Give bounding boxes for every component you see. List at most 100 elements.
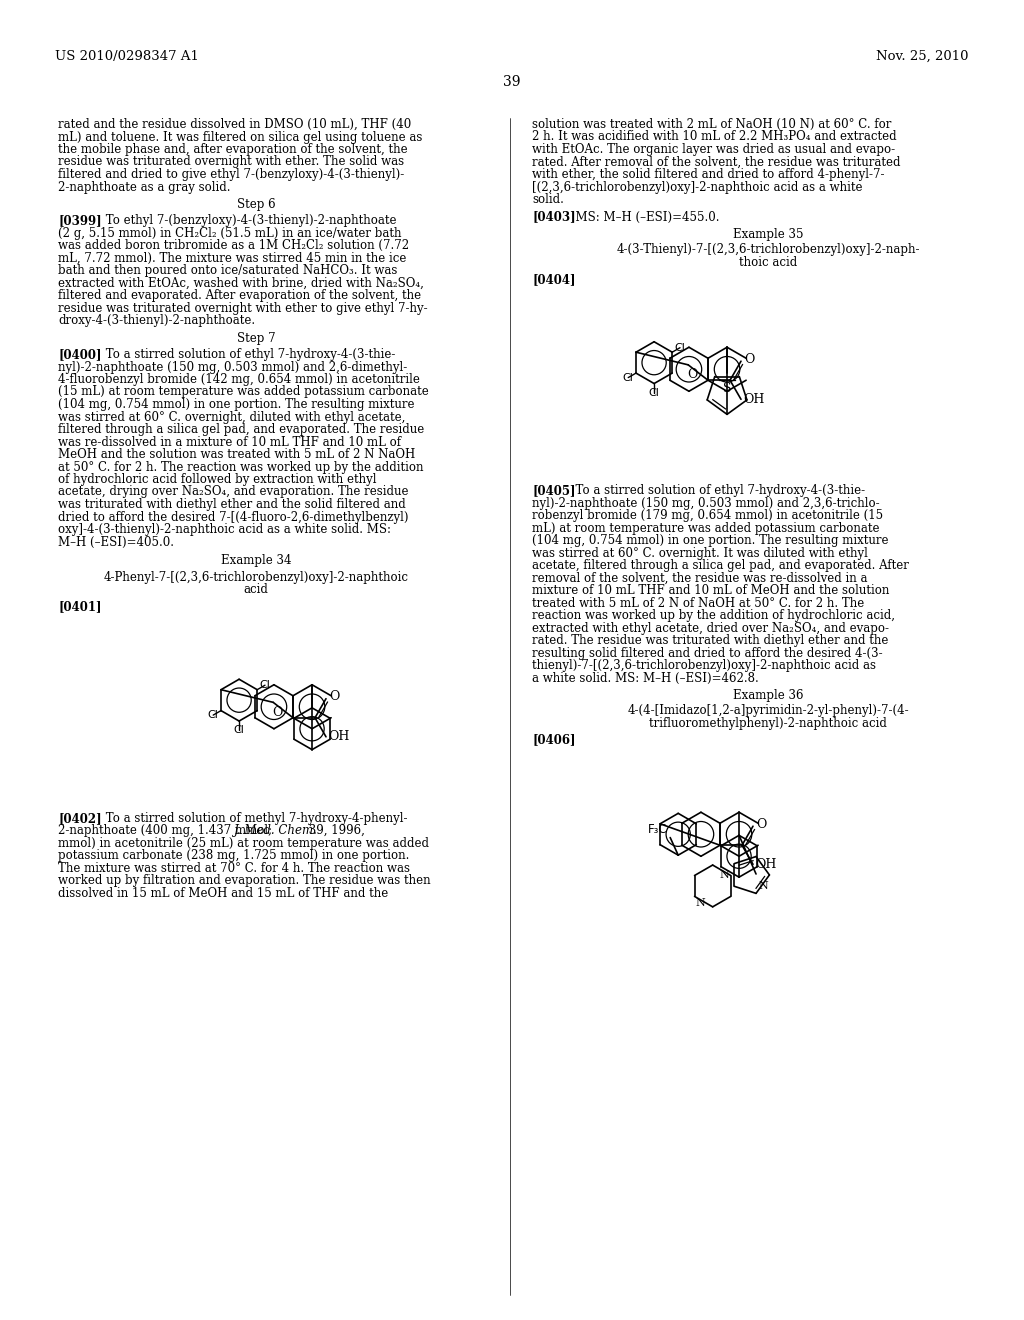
Text: dissolved in 15 mL of MeOH and 15 mL of THF and the: dissolved in 15 mL of MeOH and 15 mL of …: [58, 887, 388, 900]
Text: mmol) in acetonitrile (25 mL) at room temperature was added: mmol) in acetonitrile (25 mL) at room te…: [58, 837, 429, 850]
Text: potassium carbonate (238 mg, 1.725 mmol) in one portion.: potassium carbonate (238 mg, 1.725 mmol)…: [58, 849, 410, 862]
Text: To ethyl 7-(benzyloxy)-4-(3-thienyl)-2-naphthoate: To ethyl 7-(benzyloxy)-4-(3-thienyl)-2-n…: [94, 214, 396, 227]
Text: was triturated with diethyl ether and the solid filtered and: was triturated with diethyl ether and th…: [58, 498, 406, 511]
Text: 4-(4-[Imidazo[1,2-a]pyrimidin-2-yl-phenyl)-7-(4-: 4-(4-[Imidazo[1,2-a]pyrimidin-2-yl-pheny…: [627, 705, 909, 717]
Text: filtered and dried to give ethyl 7-(benzyloxy)-4-(3-thienyl)-: filtered and dried to give ethyl 7-(benz…: [58, 168, 404, 181]
Text: worked up by filtration and evaporation. The residue was then: worked up by filtration and evaporation.…: [58, 874, 431, 887]
Text: O: O: [744, 352, 755, 366]
Text: [0402]: [0402]: [58, 812, 101, 825]
Text: acetate, filtered through a silica gel pad, and evaporated. After: acetate, filtered through a silica gel p…: [532, 560, 909, 573]
Text: O: O: [687, 368, 697, 381]
Text: robenzyl bromide (179 mg, 0.654 mmol) in acetonitrile (15: robenzyl bromide (179 mg, 0.654 mmol) in…: [532, 510, 883, 523]
Text: rated. After removal of the solvent, the residue was triturated: rated. After removal of the solvent, the…: [532, 156, 900, 169]
Text: Step 7: Step 7: [237, 331, 275, 345]
Text: OH: OH: [743, 393, 764, 405]
Text: Nov. 25, 2010: Nov. 25, 2010: [877, 50, 969, 63]
Text: acid: acid: [244, 583, 268, 597]
Text: Cl: Cl: [623, 372, 634, 383]
Text: 39: 39: [503, 75, 521, 88]
Text: rated. The residue was triturated with diethyl ether and the: rated. The residue was triturated with d…: [532, 634, 889, 647]
Text: was stirred at 60° C. overnight. It was diluted with ethyl: was stirred at 60° C. overnight. It was …: [532, 546, 868, 560]
Text: Example 36: Example 36: [733, 689, 803, 702]
Text: trifluoromethylphenyl)-2-naphthoic acid: trifluoromethylphenyl)-2-naphthoic acid: [649, 717, 887, 730]
Text: [0399]: [0399]: [58, 214, 101, 227]
Text: To a stirred solution of ethyl 7-hydroxy-4-(3-thie-: To a stirred solution of ethyl 7-hydroxy…: [568, 484, 865, 498]
Text: N: N: [758, 882, 768, 891]
Text: [0404]: [0404]: [532, 273, 575, 286]
Text: solid.: solid.: [532, 193, 564, 206]
Text: residue was triturated overnight with ether to give ethyl 7-hy-: residue was triturated overnight with et…: [58, 302, 428, 314]
Text: US 2010/0298347 A1: US 2010/0298347 A1: [55, 50, 199, 63]
Text: (104 mg, 0.754 mmol) in one portion. The resulting mixture: (104 mg, 0.754 mmol) in one portion. The…: [532, 535, 889, 548]
Text: removal of the solvent, the residue was re-dissolved in a: removal of the solvent, the residue was …: [532, 572, 867, 585]
Text: OH: OH: [328, 730, 349, 743]
Text: acetate, drying over Na₂SO₄, and evaporation. The residue: acetate, drying over Na₂SO₄, and evapora…: [58, 486, 409, 499]
Text: nyl)-2-naphthoate (150 mg, 0.503 mmol) and 2,3,6-trichlo-: nyl)-2-naphthoate (150 mg, 0.503 mmol) a…: [532, 496, 880, 510]
Text: 4-Phenyl-7-[(2,3,6-trichlorobenzyl)oxy]-2-naphthoic: 4-Phenyl-7-[(2,3,6-trichlorobenzyl)oxy]-…: [103, 570, 409, 583]
Text: with EtOAc. The organic layer was dried as usual and evapo-: with EtOAc. The organic layer was dried …: [532, 143, 895, 156]
Text: 2-naphthoate as a gray solid.: 2-naphthoate as a gray solid.: [58, 181, 230, 194]
Text: F₃C: F₃C: [647, 822, 668, 836]
Text: Step 6: Step 6: [237, 198, 275, 211]
Text: [0401]: [0401]: [58, 601, 101, 614]
Text: J. Med. Chem.: J. Med. Chem.: [234, 824, 317, 837]
Text: rated and the residue dissolved in DMSO (10 mL), THF (40: rated and the residue dissolved in DMSO …: [58, 117, 412, 131]
Text: Cl: Cl: [648, 388, 659, 397]
Text: was added boron tribromide as a 1M CH₂Cl₂ solution (7.72: was added boron tribromide as a 1M CH₂Cl…: [58, 239, 410, 252]
Text: oxy]-4-(3-thienyl)-2-naphthoic acid as a white solid. MS:: oxy]-4-(3-thienyl)-2-naphthoic acid as a…: [58, 523, 391, 536]
Text: extracted with ethyl acetate, dried over Na₂SO₄, and evapo-: extracted with ethyl acetate, dried over…: [532, 622, 889, 635]
Text: extracted with EtOAc, washed with brine, dried with Na₂SO₄,: extracted with EtOAc, washed with brine,…: [58, 277, 424, 290]
Text: Cl: Cl: [208, 710, 219, 721]
Text: solution was treated with 2 mL of NaOH (10 N) at 60° C. for: solution was treated with 2 mL of NaOH (…: [532, 117, 891, 131]
Text: dried to afford the desired 7-[(4-fluoro-2,6-dimethylbenzyl): dried to afford the desired 7-[(4-fluoro…: [58, 511, 409, 524]
Text: treated with 5 mL of 2 N of NaOH at 50° C. for 2 h. The: treated with 5 mL of 2 N of NaOH at 50° …: [532, 597, 864, 610]
Text: [0406]: [0406]: [532, 733, 575, 746]
Text: was stirred at 60° C. overnight, diluted with ethyl acetate,: was stirred at 60° C. overnight, diluted…: [58, 411, 406, 424]
Text: [(2,3,6-trichlorobenzyl)oxy]-2-naphthoic acid as a white: [(2,3,6-trichlorobenzyl)oxy]-2-naphthoic…: [532, 181, 862, 194]
Text: [0405]: [0405]: [532, 484, 575, 498]
Text: N: N: [695, 899, 706, 908]
Text: MeOH and the solution was treated with 5 mL of 2 N NaOH: MeOH and the solution was treated with 5…: [58, 447, 416, 461]
Text: 39, 1996,: 39, 1996,: [305, 824, 365, 837]
Text: filtered and evaporated. After evaporation of the solvent, the: filtered and evaporated. After evaporati…: [58, 289, 421, 302]
Text: mL) and toluene. It was filtered on silica gel using toluene as: mL) and toluene. It was filtered on sili…: [58, 131, 422, 144]
Text: S: S: [723, 381, 731, 395]
Text: M–H (–ESI)=405.0.: M–H (–ESI)=405.0.: [58, 536, 174, 549]
Text: mL) at room temperature was added potassium carbonate: mL) at room temperature was added potass…: [532, 521, 880, 535]
Text: OH: OH: [755, 858, 776, 871]
Text: O: O: [272, 706, 283, 718]
Text: 2-naphthoate (400 mg, 1.437 mmol;: 2-naphthoate (400 mg, 1.437 mmol;: [58, 824, 275, 837]
Text: 2 h. It was acidified with 10 mL of 2.2 MH₃PO₄ and extracted: 2 h. It was acidified with 10 mL of 2.2 …: [532, 131, 897, 144]
Text: mL, 7.72 mmol). The mixture was stirred 45 min in the ice: mL, 7.72 mmol). The mixture was stirred …: [58, 252, 407, 265]
Text: N: N: [719, 870, 729, 880]
Text: O: O: [329, 690, 339, 704]
Text: 4-fluorobenzyl bromide (142 mg, 0.654 mmol) in acetonitrile: 4-fluorobenzyl bromide (142 mg, 0.654 mm…: [58, 374, 420, 385]
Text: [0403]: [0403]: [532, 210, 575, 223]
Text: of hydrochloric acid followed by extraction with ethyl: of hydrochloric acid followed by extract…: [58, 473, 377, 486]
Text: [0400]: [0400]: [58, 348, 101, 360]
Text: Cl: Cl: [675, 343, 685, 352]
Text: residue was triturated overnight with ether. The solid was: residue was triturated overnight with et…: [58, 156, 404, 169]
Text: nyl)-2-naphthoate (150 mg, 0.503 mmol) and 2,6-dimethyl-: nyl)-2-naphthoate (150 mg, 0.503 mmol) a…: [58, 360, 408, 374]
Text: Cl: Cl: [233, 725, 245, 735]
Text: reaction was worked up by the addition of hydrochloric acid,: reaction was worked up by the addition o…: [532, 610, 895, 622]
Text: To a stirred solution of methyl 7-hydroxy-4-phenyl-: To a stirred solution of methyl 7-hydrox…: [94, 812, 408, 825]
Text: Example 35: Example 35: [733, 228, 803, 242]
Text: at 50° C. for 2 h. The reaction was worked up by the addition: at 50° C. for 2 h. The reaction was work…: [58, 461, 424, 474]
Text: droxy-4-(3-thienyl)-2-naphthoate.: droxy-4-(3-thienyl)-2-naphthoate.: [58, 314, 255, 327]
Text: (104 mg, 0.754 mmol) in one portion. The resulting mixture: (104 mg, 0.754 mmol) in one portion. The…: [58, 399, 415, 411]
Text: with ether, the solid filtered and dried to afford 4-phenyl-7-: with ether, the solid filtered and dried…: [532, 168, 885, 181]
Text: a white solid. MS: M–H (–ESI)=462.8.: a white solid. MS: M–H (–ESI)=462.8.: [532, 672, 759, 685]
Text: To a stirred solution of ethyl 7-hydroxy-4-(3-thie-: To a stirred solution of ethyl 7-hydroxy…: [94, 348, 395, 360]
Text: Example 34: Example 34: [221, 554, 291, 568]
Text: thoic acid: thoic acid: [739, 256, 797, 268]
Text: bath and then poured onto ice/saturated NaHCO₃. It was: bath and then poured onto ice/saturated …: [58, 264, 397, 277]
Text: MS: M–H (–ESI)=455.0.: MS: M–H (–ESI)=455.0.: [568, 210, 720, 223]
Text: The mixture was stirred at 70° C. for 4 h. The reaction was: The mixture was stirred at 70° C. for 4 …: [58, 862, 410, 875]
Text: 4-(3-Thienyl)-7-[(2,3,6-trichlorobenzyl)oxy]-2-naph-: 4-(3-Thienyl)-7-[(2,3,6-trichlorobenzyl)…: [616, 243, 920, 256]
Text: resulting solid filtered and dried to afford the desired 4-(3-: resulting solid filtered and dried to af…: [532, 647, 883, 660]
Text: mixture of 10 mL THF and 10 mL of MeOH and the solution: mixture of 10 mL THF and 10 mL of MeOH a…: [532, 585, 890, 597]
Text: (15 mL) at room temperature was added potassium carbonate: (15 mL) at room temperature was added po…: [58, 385, 429, 399]
Text: the mobile phase and, after evaporation of the solvent, the: the mobile phase and, after evaporation …: [58, 143, 408, 156]
Text: was re-dissolved in a mixture of 10 mL THF and 10 mL of: was re-dissolved in a mixture of 10 mL T…: [58, 436, 401, 449]
